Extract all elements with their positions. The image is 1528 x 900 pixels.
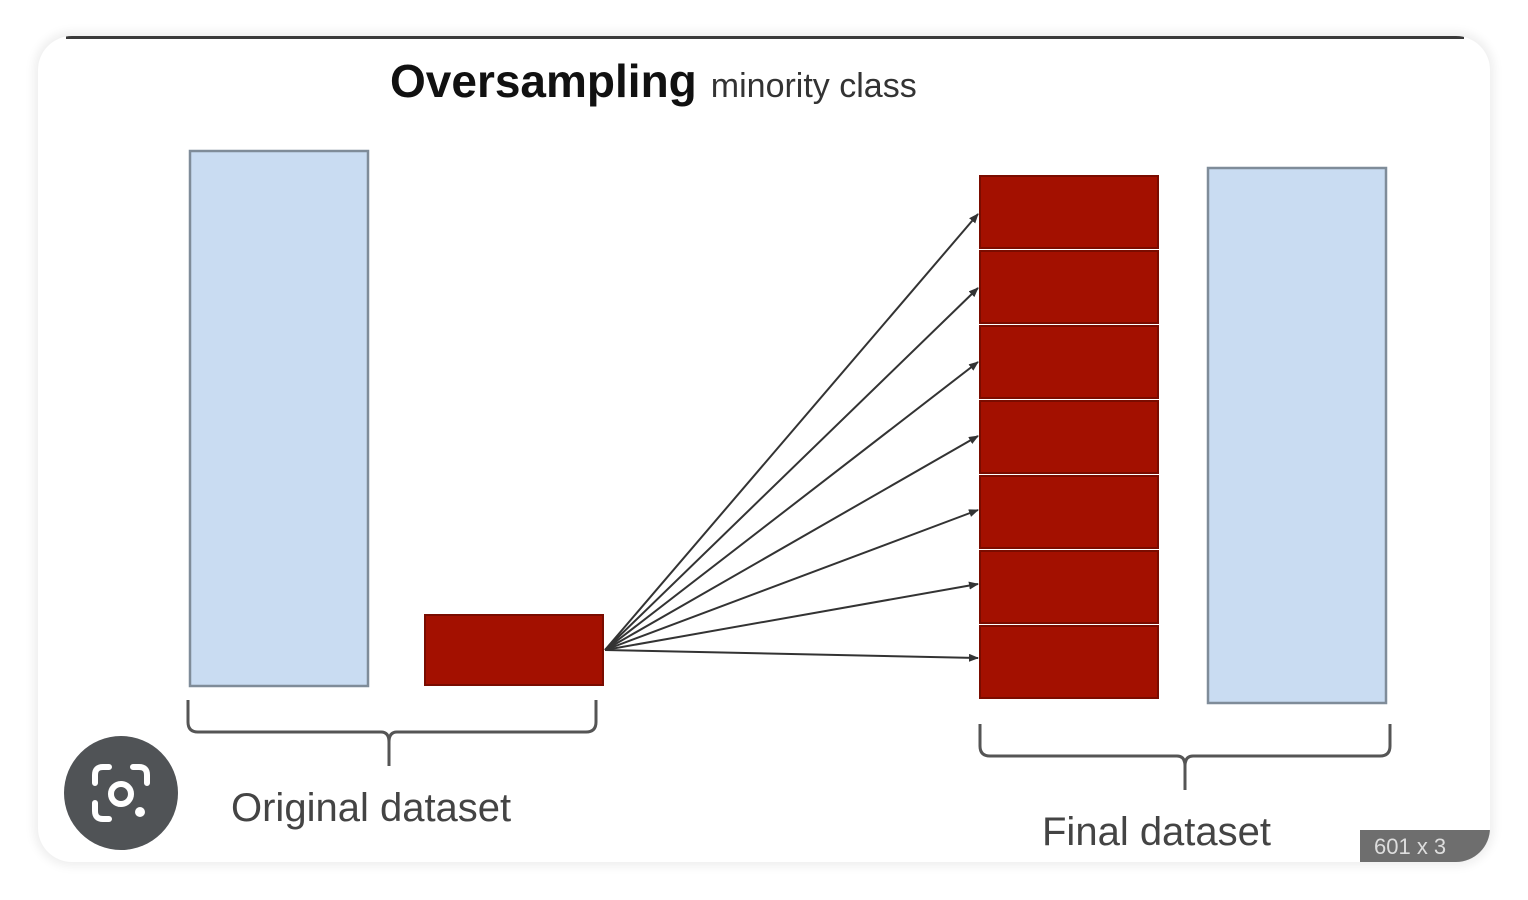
minority-copy-block	[979, 400, 1159, 474]
replication-arrows	[604, 213, 979, 662]
diagram-title: Oversampling minority class	[390, 54, 917, 108]
oversampling-diagram	[186, 149, 1392, 790]
google-lens-icon	[92, 764, 150, 822]
title-subtitle: minority class	[710, 67, 917, 105]
final-dataset-brace	[978, 724, 1392, 790]
minority-copy-block	[979, 625, 1159, 699]
original-minority-bar	[424, 614, 604, 686]
minority-copy-block	[979, 325, 1159, 399]
minority-copy-block	[979, 475, 1159, 549]
replication-arrow	[604, 435, 979, 651]
image-card: Oversampling minority class Original data…	[38, 36, 1490, 862]
replication-arrow	[604, 361, 979, 651]
original-majority-bar	[188, 149, 370, 688]
final-minority-stack	[979, 175, 1159, 699]
original-dataset-label: Original dataset	[231, 786, 512, 830]
minority-copy-block	[979, 550, 1159, 624]
replication-arrow	[604, 649, 979, 662]
final-dataset-label: Final dataset	[1042, 810, 1272, 854]
minority-copy-block	[979, 175, 1159, 249]
original-dataset-brace	[186, 700, 598, 766]
replication-arrow	[604, 287, 979, 651]
final-majority-bar	[1206, 166, 1388, 705]
image-size-badge: 601 x 3	[1360, 830, 1490, 862]
top-divider	[66, 36, 1464, 39]
replication-arrow	[604, 509, 979, 651]
title-main: Oversampling	[390, 55, 697, 107]
replication-arrow	[604, 581, 979, 651]
minority-copy-block	[979, 250, 1159, 324]
replication-arrow	[604, 213, 979, 651]
lens-search-button[interactable]	[64, 736, 178, 850]
